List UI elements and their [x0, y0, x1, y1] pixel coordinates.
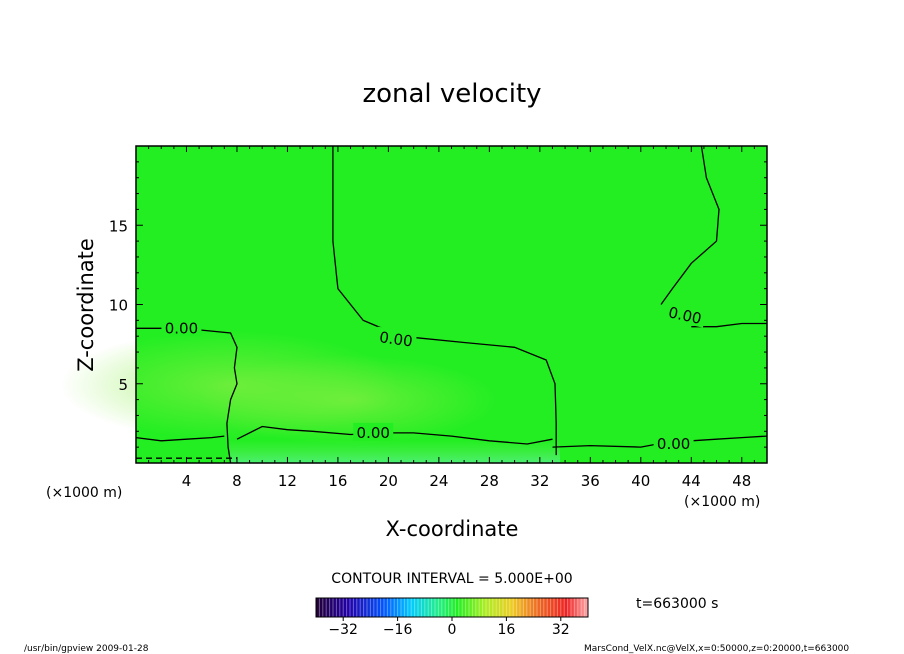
- y-tick-label: 10: [109, 297, 128, 315]
- contour-label: 0.00: [357, 424, 390, 442]
- contour-label-bg: [653, 433, 694, 452]
- x-tick-label: 8: [232, 472, 242, 490]
- contour-line: [691, 322, 767, 328]
- x-tick-label: 4: [182, 472, 192, 490]
- field-bulge-mid: [200, 355, 500, 445]
- colorbar: −32 −16 0 16 32: [315, 597, 589, 638]
- x-unit-left: (×1000 m): [46, 485, 122, 501]
- colorbar-tick-label: 0: [448, 622, 457, 638]
- contour-line: [660, 145, 720, 305]
- colorbar-tick-label: −16: [383, 622, 413, 638]
- x-tick-label: 36: [581, 472, 600, 490]
- y-axis-ticks: 5 10 15: [109, 161, 767, 448]
- colorbar-gradient: [316, 598, 588, 617]
- x-tick-label: 24: [429, 472, 448, 490]
- contour-label: 0.00: [165, 319, 198, 337]
- x-axis-label: X-coordinate: [386, 517, 519, 541]
- time-label: t=663000 s: [636, 596, 718, 612]
- contour-label-bg: [663, 301, 707, 328]
- x-axis-ticks: 4 8 12 16 20 24 28 32 36 40 44 48: [148, 146, 755, 490]
- y-axis-label: Z-coordinate: [74, 238, 98, 372]
- footer-right: MarsCond_VelX.nc@VelX,x=0:50000,z=0:2000…: [584, 644, 849, 654]
- colorbar-ticks: −32 −16 0 16 32: [328, 617, 570, 638]
- x-tick-label: 44: [682, 472, 701, 490]
- contour-line: [135, 435, 225, 442]
- y-tick-label: 5: [118, 376, 128, 394]
- x-tick-label: 48: [732, 472, 751, 490]
- colorbar-tick-label: 32: [552, 622, 570, 638]
- footer-left: /usr/bin/gpview 2009-01-28: [24, 644, 149, 654]
- x-tick-label: 20: [379, 472, 398, 490]
- contour-label-bg: [161, 318, 202, 337]
- y-tick-label: 15: [109, 217, 128, 235]
- contour-label-bg: [375, 326, 418, 351]
- contour-label-bg: [353, 422, 394, 441]
- x-tick-label: 28: [480, 472, 499, 490]
- contour-label: 0.00: [657, 435, 690, 453]
- colorbar-stripes: [318, 598, 586, 617]
- x-tick-label: 16: [328, 472, 347, 490]
- chart-title: zonal velocity: [362, 79, 541, 109]
- contour-line: [332, 146, 557, 456]
- x-unit-right: (×1000 m): [684, 494, 760, 510]
- x-tick-label: 40: [631, 472, 650, 490]
- field-bottom-band: [230, 440, 560, 463]
- plot-area: 0.00 0.000.000.000.00: [60, 145, 768, 464]
- colorbar-tick-label: −32: [328, 622, 358, 638]
- contour-interval-text: CONTOUR INTERVAL = 5.000E+00: [331, 571, 572, 587]
- x-tick-label: 32: [530, 472, 549, 490]
- contour-label: 0.00: [378, 328, 414, 350]
- x-tick-label: 12: [278, 472, 297, 490]
- colorbar-tick-label: 16: [497, 622, 515, 638]
